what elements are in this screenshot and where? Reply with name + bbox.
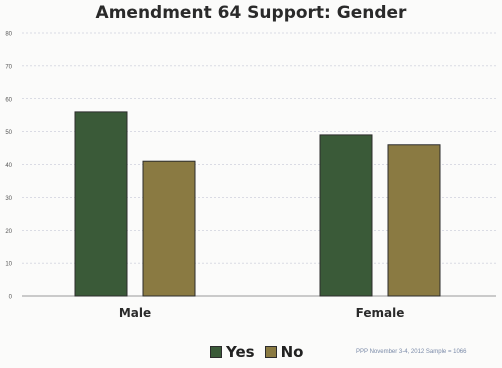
y-tick-label-40: 40: [5, 163, 12, 169]
legend-item-yes: Yes: [210, 343, 255, 361]
legend-label-no: No: [280, 343, 304, 361]
y-tick-label-10: 10: [5, 262, 12, 268]
legend-label-yes: Yes: [226, 343, 255, 361]
bar-male-no: [142, 160, 196, 297]
chart-title: Amendment 64 Support: Gender: [95, 3, 407, 23]
bar-male-yes: [74, 111, 128, 297]
y-tick-label-80: 80: [5, 32, 12, 38]
x-category-label-female: Female: [356, 306, 405, 320]
y-tick-label-60: 60: [5, 97, 12, 103]
x-axis-labels: Male Female: [119, 306, 405, 320]
legend-swatch-yes: [210, 346, 222, 358]
y-tick-label-70: 70: [5, 64, 12, 70]
y-tick-label-50: 50: [5, 130, 12, 136]
legend-item-no: No: [264, 343, 304, 361]
y-tick-label-20: 20: [5, 229, 12, 235]
bar-female-no: [387, 144, 441, 297]
legend-swatch-no: [264, 346, 277, 358]
y-tick-label-0: 0: [9, 295, 13, 301]
bars: [74, 111, 441, 297]
x-category-label-male: Male: [119, 306, 151, 320]
y-tick-label-30: 30: [5, 196, 12, 202]
bar-female-yes: [319, 134, 373, 297]
source-note: PPP November 3-4, 2012 Sample = 1066: [356, 349, 467, 355]
legend: Yes No: [210, 343, 320, 361]
y-axis-ticks: 0 10 20 30 40 50 60 70 80: [5, 32, 12, 301]
